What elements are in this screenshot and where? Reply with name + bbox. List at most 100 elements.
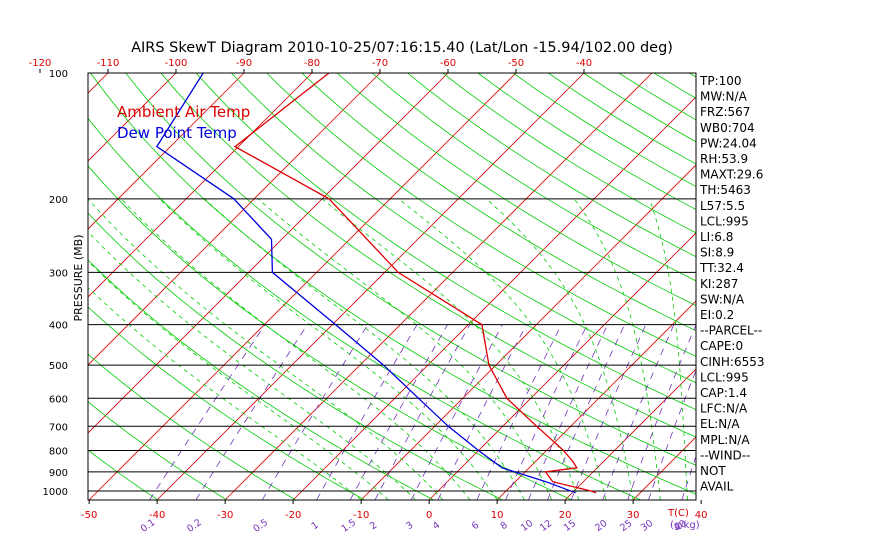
- mixing-ratio-label: 0.5: [251, 517, 270, 535]
- side-index-item: CAPE:0: [700, 339, 743, 353]
- isotherm-line: [292, 96, 696, 500]
- dry-adiabat-line: [125, 73, 696, 466]
- isotherm-line: [360, 164, 696, 500]
- pressure-tick-label: 400: [49, 321, 68, 332]
- top-temp-label: -110: [97, 58, 120, 69]
- side-index-item: EL:N/A: [700, 417, 740, 431]
- bottom-temp-label: -20: [285, 510, 301, 521]
- top-temp-label: -90: [236, 58, 252, 69]
- mixing-ratio-line: [374, 324, 471, 500]
- side-index-item: FRZ:567: [700, 105, 750, 119]
- pressure-tick-label: 200: [49, 195, 68, 206]
- bottom-temp-label: 40: [695, 510, 708, 521]
- dry-adiabat-line: [88, 259, 434, 500]
- moist-adiabat-line: [648, 198, 688, 500]
- side-index-item: --PARCEL--: [700, 324, 762, 338]
- pressure-tick-label: 300: [49, 268, 68, 279]
- mixing-ratio-line: [505, 324, 588, 500]
- side-index-item: LFC:N/A: [700, 402, 748, 416]
- side-index-item: KI:287: [700, 277, 738, 291]
- isotherm-line: [564, 368, 696, 500]
- top-temp-label: -80: [304, 58, 320, 69]
- mixing-ratio-label: 20: [593, 518, 609, 534]
- moist-adiabat-line: [88, 287, 362, 500]
- isotherm-line: [88, 73, 517, 500]
- mixing-ratio-line: [476, 324, 562, 500]
- side-index-item: WB0:704: [700, 121, 755, 135]
- isotherm-line: [88, 73, 381, 366]
- legend-entry: Ambient Air Temp: [117, 103, 250, 121]
- bottom-temp-label: 30: [627, 510, 640, 521]
- profiles: [155, 73, 597, 494]
- dry-adiabat-line: [88, 353, 296, 500]
- pressure-tick-label: 100: [49, 69, 68, 80]
- mixing-ratio-label: 6: [470, 520, 481, 532]
- isotherm-line: [88, 73, 177, 162]
- mixing-ratio-line: [547, 324, 625, 500]
- legend-entry: Dew Point Temp: [117, 124, 237, 142]
- background-lines: [0, 73, 870, 500]
- dry-adiabat-line: [653, 73, 696, 99]
- mixing-ratio-label: 4: [431, 520, 442, 532]
- side-index-item: PW:24.04: [700, 136, 757, 150]
- plot-frame: [87, 72, 697, 501]
- side-index-item: EI:0.2: [700, 308, 734, 322]
- mixing-ratio-label: 12: [538, 518, 554, 534]
- legend: Ambient Air Temp Dew Point Temp: [117, 103, 250, 142]
- side-index-item: SI:8.9: [700, 246, 734, 260]
- bottom-temp-label: -30: [217, 510, 233, 521]
- mixing-ratio-line: [627, 324, 696, 500]
- bottom-temp-label: -40: [149, 510, 165, 521]
- dry-adiabat-line: [795, 73, 870, 500]
- bottom-temp-label: 10: [491, 510, 504, 521]
- isotherm-line: [88, 73, 313, 298]
- side-index-item: RH:53.9: [700, 152, 748, 166]
- dry-adiabat-line: [477, 73, 696, 210]
- dry-adiabat-line: [88, 306, 365, 500]
- top-temp-label: -120: [29, 58, 52, 69]
- dry-adiabat-line: [830, 73, 870, 500]
- dry-adiabat-line: [336, 73, 696, 306]
- top-temp-label: -40: [576, 58, 592, 69]
- dry-adiabat-line: [371, 73, 696, 282]
- side-index-item: NOT: [700, 464, 726, 478]
- moist-adiabat-line: [321, 198, 580, 500]
- pressure-tick-label: 600: [49, 394, 68, 405]
- dewpoint-profile-line: [155, 73, 576, 494]
- pressure-tick-label: 1000: [43, 487, 68, 498]
- moist-adiabat-line: [204, 198, 525, 500]
- dry-adiabat-line: [760, 73, 870, 500]
- side-index-item: AVAIL: [700, 480, 734, 494]
- mixing-ratio-line: [528, 324, 608, 500]
- dry-adiabat-line: [195, 73, 696, 411]
- mixing-ratio-line: [437, 324, 527, 500]
- mixing-ratio-line: [648, 369, 696, 500]
- side-index-item: LCL:995: [700, 370, 749, 384]
- side-index-item: L57:5.5: [700, 199, 745, 213]
- top-temp-label: -50: [508, 58, 524, 69]
- moist-adiabat-line: [88, 260, 389, 500]
- side-index-item: MW:N/A: [700, 90, 748, 104]
- y-axis-label: PRESSURE (MB): [72, 235, 85, 322]
- side-index-item: MPL:N/A: [700, 433, 750, 447]
- side-index-item: TP:100: [699, 74, 742, 88]
- mixing-ratio-label: 30: [639, 518, 655, 534]
- pressure-tick-label: 800: [49, 446, 68, 457]
- mixing-ratio-line: [195, 324, 308, 500]
- dry-adiabat-line: [0, 73, 20, 500]
- side-index-item: TH:5463: [699, 183, 751, 197]
- mixing-ratio-line: [149, 324, 266, 500]
- isotherm-line: [496, 300, 696, 500]
- side-index-item: CAP:1.4: [700, 386, 747, 400]
- pressure-tick-label: 700: [49, 422, 68, 433]
- dry-adiabat-line: [160, 73, 696, 438]
- bottom-temp-label: -10: [353, 510, 369, 521]
- chart-title: AIRS SkewT Diagram 2010-10-25/07:16:15.4…: [131, 40, 673, 56]
- isotherm-line: [0, 73, 40, 500]
- isotherm-line: [88, 73, 109, 94]
- isotherm-line: [769, 73, 870, 500]
- mixing-ratio-label: 1: [310, 520, 321, 532]
- isotherm-line: [428, 232, 696, 500]
